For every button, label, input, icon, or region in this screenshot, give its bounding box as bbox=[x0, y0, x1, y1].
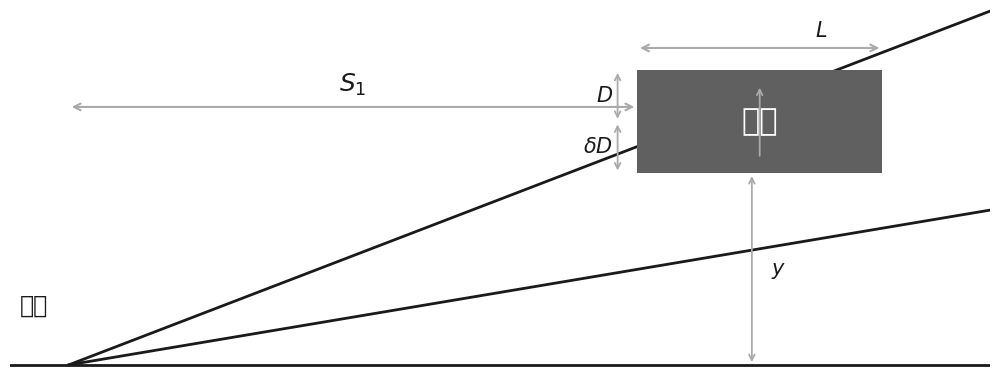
Text: 焦点: 焦点 bbox=[20, 294, 48, 318]
Bar bbox=[637, 70, 882, 173]
Text: 样品: 样品 bbox=[741, 107, 778, 136]
Text: y: y bbox=[771, 259, 784, 279]
Text: $\delta D$: $\delta D$ bbox=[583, 138, 613, 158]
Text: $S_1$: $S_1$ bbox=[339, 71, 367, 98]
Text: $L$: $L$ bbox=[815, 21, 827, 41]
Text: $D$: $D$ bbox=[596, 86, 613, 106]
